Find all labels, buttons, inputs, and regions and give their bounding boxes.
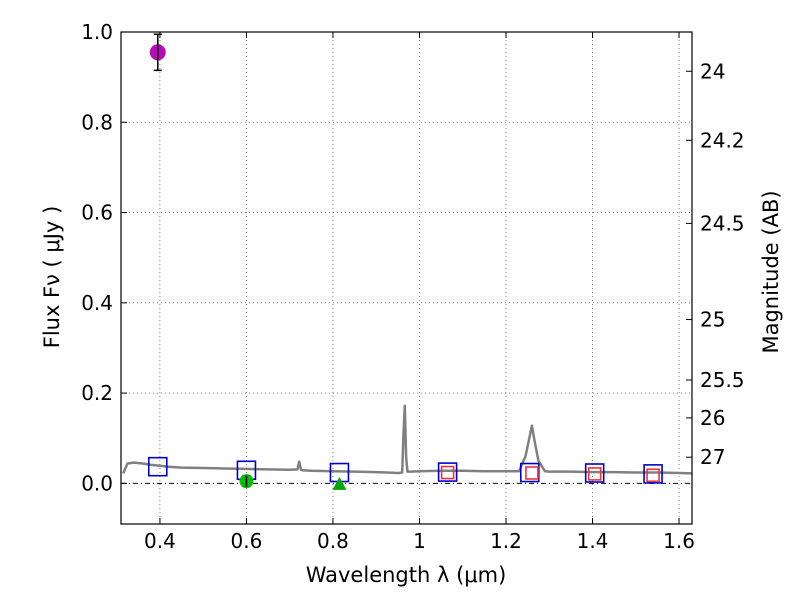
right-tick-label: 24.5 [700,211,745,235]
y-axis-label: Flux Fν ( μJy ) [40,206,64,349]
x-tick-label: 1.4 [577,529,609,553]
x-tick-label: 0.8 [317,529,349,553]
right-tick-label: 26 [700,406,725,430]
y-tick-label: 0.4 [81,291,113,315]
right-tick-label: 27 [700,445,725,469]
x-tick-label: 0.4 [144,529,176,553]
y-tick-label: 0.0 [81,471,113,495]
model-spectrum [122,404,693,475]
x-axis-label: Wavelength λ (μm) [306,563,507,587]
square-marker [440,465,455,480]
x-tick-label: 0.6 [231,529,263,553]
x-tick-label: 1.6 [663,529,695,553]
right-axis-label: Magnitude (AB) [759,190,783,353]
x-tick-label: 1.2 [490,529,522,553]
y-tick-label: 0.6 [81,201,113,225]
right-tick-label: 24 [700,59,725,83]
square-marker [147,456,168,477]
y-tick-label: 0.8 [81,110,113,134]
square-marker [646,468,660,483]
y-tick-label: 0.2 [81,381,113,405]
square-marker [437,462,458,482]
data-markers [147,33,663,490]
right-tick-label: 24.2 [700,128,745,152]
plot-frame [120,31,693,525]
square-marker [643,464,663,484]
triangle-marker [332,476,347,490]
x-tick-labels: 0.4 0.6 0.8 1 1.2 1.4 1.6 [144,529,695,553]
axis-ticks [121,31,692,524]
right-tick-label: 25 [700,308,725,332]
square-marker [584,463,605,483]
square-marker [587,467,602,481]
square-marker [519,462,540,483]
right-tick-label: 25.5 [700,368,745,392]
right-tick-labels: 24 24.2 24.5 25 25.5 26 27 [700,59,745,469]
spectrum-line [122,404,693,475]
square-marker [525,466,539,480]
y-tick-label: 1.0 [81,20,113,44]
y-tick-labels: 0.0 0.2 0.4 0.6 0.8 1.0 [81,20,113,495]
x-tick-label: 1 [413,529,426,553]
